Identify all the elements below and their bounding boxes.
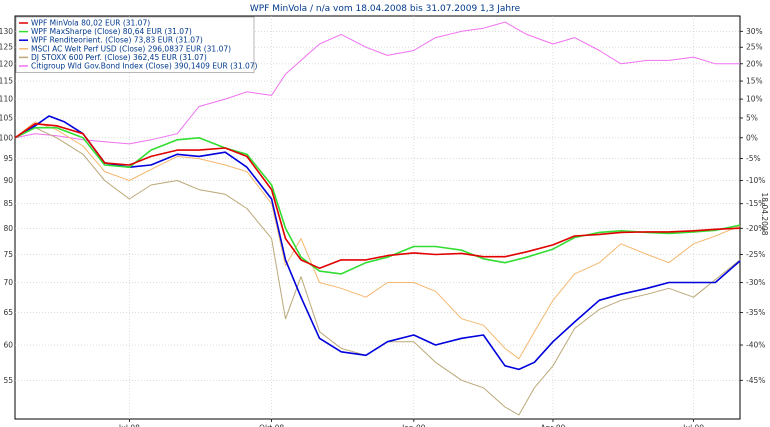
legend-box <box>15 16 255 73</box>
y-right-tick-label: 15% <box>746 77 763 86</box>
y-left-tick-label: 90 <box>3 176 13 185</box>
legend: WPF MinVola 80,02 EUR (31.07)WPF MaxShar… <box>15 16 258 73</box>
y-right-tick-label: -20% <box>746 224 765 233</box>
plot-area <box>14 15 741 420</box>
y-left-tick-label: 65 <box>3 308 13 317</box>
y-right-tick-label: 5% <box>746 113 758 122</box>
series-line-1 <box>14 123 741 270</box>
y-left-tick-label: 85 <box>3 199 13 208</box>
y-right-tick-label: -15% <box>746 199 765 208</box>
y-left-tick-label: 120 <box>0 59 13 68</box>
y-right-tick-label: 0% <box>746 133 758 142</box>
y-left-tick-label: 80 <box>3 224 13 233</box>
y-left-tick-label: 130 <box>0 27 13 36</box>
x-tick-label: Okt 08 <box>259 424 284 427</box>
series-layer <box>14 21 741 416</box>
series-line-6 <box>14 21 740 145</box>
x-tick-label: Jan 09 <box>401 424 426 427</box>
right-axis-label: 18.04.2008 <box>760 193 769 236</box>
legend-entry: WPF MinVola 80,02 EUR (31.07) <box>31 19 150 28</box>
y-left-tick-label: 125 <box>0 43 13 52</box>
y-left-tick-label: 115 <box>0 77 13 86</box>
y-left-tick-label: 95 <box>3 154 13 163</box>
y-left-tick-label: 100 <box>0 133 13 142</box>
y-left-tick-label: 60 <box>3 341 13 350</box>
series-line-4 <box>14 121 741 360</box>
x-tick-label: Apr 09 <box>540 424 565 427</box>
y-left-tick-label: 110 <box>0 95 13 104</box>
y-right-tick-label: -35% <box>746 308 765 317</box>
legend-entry: Citigroup Wld Gov.Bond Index (Close) 390… <box>31 62 258 71</box>
y-left-tick-label: 70 <box>3 278 13 287</box>
y-right-tick-label: -5% <box>746 154 761 163</box>
chart-title: WPF MinVola / n/a vom 18.04.2008 bis 31.… <box>250 4 521 14</box>
y-right-tick-label: -25% <box>746 250 765 259</box>
y-right-tick-label: 10% <box>746 95 763 104</box>
y-right-tick-label: 20% <box>746 59 763 68</box>
legend-entry: MSCI AC Welt Perf USD (Close) 296,0837 E… <box>31 44 231 53</box>
y-right-tick-label: 25% <box>746 43 763 52</box>
y-left-tick-label: 55 <box>3 376 13 385</box>
legend-entry: WPF Renditeorient. (Close) 73,83 EUR (31… <box>31 36 203 45</box>
y-right-tick-label: 30% <box>746 27 763 36</box>
legend-entry: WPF MaxSharpe (Close) 80,64 EUR (31.07) <box>31 27 192 36</box>
x-tick-label: Jul 09 <box>682 424 704 427</box>
legend-entry: DJ STOXX 600 Perf. (Close) 362,45 EUR (3… <box>31 53 207 62</box>
y-right-tick-label: -30% <box>746 278 765 287</box>
axes: 55 60 65 70 75 80 85 90 95 100 105 110 115 120 125 130 3… <box>0 27 765 427</box>
y-right-tick-label: -45% <box>746 376 765 385</box>
y-left-tick-label: 105 <box>0 113 13 122</box>
y-right-tick-label: -10% <box>746 176 765 185</box>
x-tick-label: Jul 08 <box>118 424 140 427</box>
y-left-tick-label: 75 <box>3 250 13 259</box>
plot-frame <box>14 15 741 420</box>
y-right-tick-label: -40% <box>746 341 765 350</box>
